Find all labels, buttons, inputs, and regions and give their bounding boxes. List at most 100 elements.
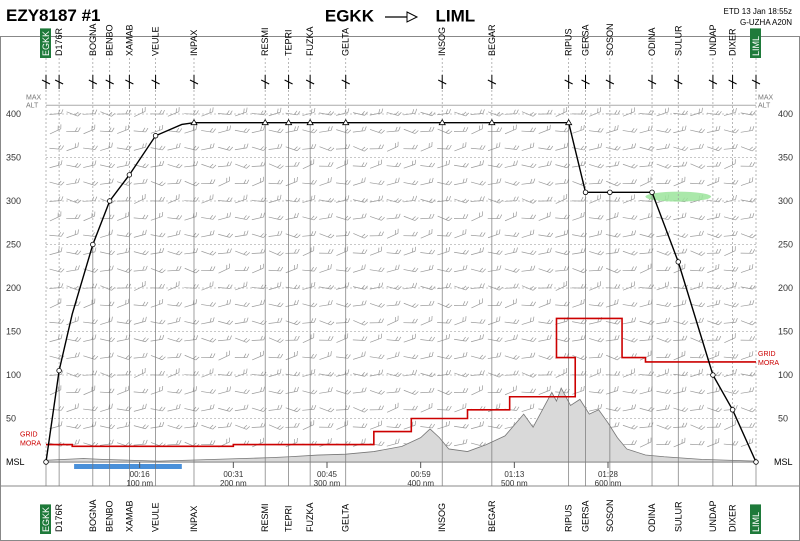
wind-barb-icon xyxy=(100,111,116,117)
wind-barb-icon xyxy=(589,281,602,291)
wind-barb-icon xyxy=(488,285,503,291)
time-label: 01:28 xyxy=(598,470,619,479)
wind-barb-icon xyxy=(673,176,686,187)
wind-barb-icon xyxy=(555,163,571,169)
wind-barb-icon xyxy=(251,248,266,254)
wind-barb-icon xyxy=(588,301,604,307)
wind-barb-icon xyxy=(403,333,417,343)
wind-barb-icon xyxy=(302,404,317,411)
wind-barb-icon xyxy=(133,214,149,220)
wind-barb-icon xyxy=(437,333,450,343)
wind-barb-icon xyxy=(538,145,554,151)
waypoint-label-top: BENBO xyxy=(105,24,115,56)
waypoint-badge xyxy=(40,28,51,58)
waypoint-name: ODINA xyxy=(647,503,657,532)
wind-barb-icon xyxy=(117,355,132,360)
waypoint-name: TEPRI xyxy=(284,29,294,56)
wind-barb-icon xyxy=(656,368,669,378)
wind-barb-icon xyxy=(252,350,264,361)
wind-barb-icon xyxy=(285,284,301,290)
wind-barb-icon xyxy=(538,232,554,238)
wind-barb-icon xyxy=(555,229,569,238)
wind-barb-icon xyxy=(134,367,146,378)
wind-barb-icon xyxy=(133,178,148,185)
waypoint-triangle xyxy=(488,118,496,126)
wind-barb-icon xyxy=(268,230,283,237)
waypoint-label-top: SULUR xyxy=(673,25,683,56)
wind-barb-icon xyxy=(504,232,520,237)
waypoint-label-bottom: GELTA xyxy=(341,504,351,532)
wind-barb-icon xyxy=(49,232,64,237)
waypoint-triangle xyxy=(284,118,293,126)
wind-barb-icon xyxy=(66,424,82,429)
wind-barb-icon xyxy=(706,299,721,307)
wind-barb-icon xyxy=(707,233,723,239)
wind-barb-icon xyxy=(470,180,486,186)
wind-barb-icon xyxy=(622,250,638,256)
wind-barb-icon xyxy=(470,334,484,343)
wind-barb-icon xyxy=(66,142,79,152)
wind-barb-icon xyxy=(673,371,688,377)
wind-barb-icon xyxy=(437,180,453,186)
wind-barb-icon xyxy=(167,143,181,151)
wind-barb-icon xyxy=(487,178,502,185)
wind-barb-icon xyxy=(403,195,418,203)
y-tick-left: 250 xyxy=(6,240,21,250)
wind-barb-icon xyxy=(167,301,183,307)
wind-barb-icon xyxy=(150,181,166,187)
wind-barb-icon xyxy=(740,300,755,307)
wind-barb-icon xyxy=(302,159,315,170)
wind-barb-icon xyxy=(66,163,82,168)
wind-barb-icon xyxy=(420,315,433,326)
wind-barb-icon xyxy=(251,197,267,203)
wind-barb-icon xyxy=(521,163,537,168)
wind-barb-icon xyxy=(369,215,385,221)
wind-barb-icon xyxy=(352,336,368,341)
wind-barb-icon xyxy=(268,404,283,411)
wind-barb-icon xyxy=(606,180,621,187)
wind-barb-icon xyxy=(66,250,82,255)
wind-barb-icon xyxy=(217,371,233,376)
wind-barb-icon xyxy=(740,423,756,428)
waypoint-marker-icon xyxy=(437,75,447,89)
waypoint-marker-icon xyxy=(88,75,98,89)
wind-barb-icon xyxy=(251,110,267,116)
wind-barb-field xyxy=(49,106,756,448)
waypoint-name: FUZKA xyxy=(305,502,315,532)
wind-barb-icon xyxy=(268,250,284,256)
wind-barb-icon xyxy=(420,336,436,342)
wind-barb-icon xyxy=(167,337,183,343)
wind-barb-icon xyxy=(487,163,503,168)
wind-barb-icon xyxy=(605,299,619,308)
wind-barb-icon xyxy=(83,145,98,150)
wind-barb-icon xyxy=(504,319,520,324)
wind-barb-icon xyxy=(352,387,367,394)
wind-barb-icon xyxy=(150,283,165,289)
flight-title: EZY8187 #1 xyxy=(6,6,101,25)
wind-barb-icon xyxy=(167,214,183,220)
wind-barb-icon xyxy=(100,229,113,238)
wind-barb-icon xyxy=(437,420,450,430)
wind-barb-icon xyxy=(538,124,551,134)
wind-barb-icon xyxy=(369,302,385,308)
wind-barb-icon xyxy=(319,233,335,239)
waypoint-marker-icon xyxy=(728,75,737,89)
waypoint-name: EGKK xyxy=(41,31,51,56)
waypoint-name: BOGNA xyxy=(88,499,98,532)
wind-barb-icon xyxy=(217,284,233,289)
wind-barb-icon xyxy=(437,246,450,256)
wind-barb-icon xyxy=(454,301,469,306)
wind-barb-icon xyxy=(285,299,299,307)
wind-barb-icon xyxy=(369,389,385,395)
wind-barb-icon xyxy=(454,142,467,152)
wind-barb-icon xyxy=(403,318,418,324)
waypoint-marker-icon xyxy=(105,75,114,89)
wind-barb-icon xyxy=(420,372,436,378)
wind-barb-icon xyxy=(49,211,62,222)
waypoint-name: XAMAB xyxy=(124,500,134,532)
wind-barb-icon xyxy=(454,352,468,360)
wind-barb-icon xyxy=(352,423,368,428)
wind-barb-icon xyxy=(201,215,216,220)
wind-barb-icon xyxy=(49,145,64,150)
